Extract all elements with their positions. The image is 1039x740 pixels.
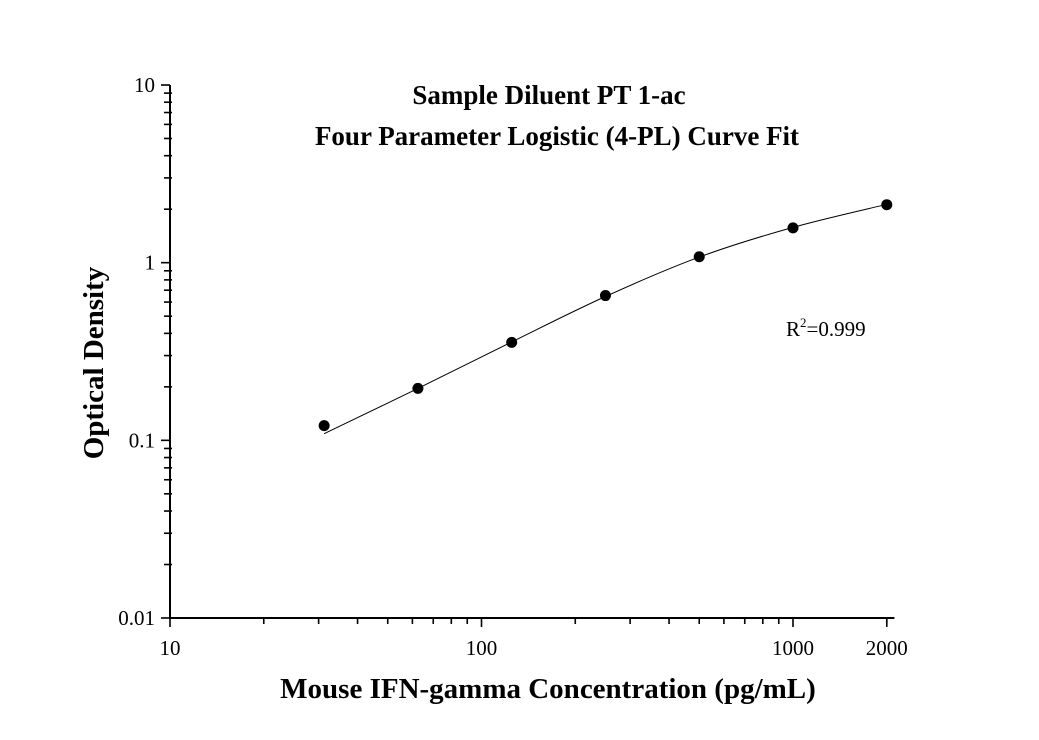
data-point — [599, 290, 611, 302]
x-tick-label: 100 — [466, 636, 498, 660]
y-tick-label: 1 — [145, 251, 156, 275]
data-point — [693, 251, 705, 263]
y-tick-label: 0.01 — [118, 606, 155, 630]
r-squared-annotation: R2=0.999 — [786, 315, 866, 341]
data-points — [318, 199, 893, 432]
x-tick-label: 2000 — [866, 636, 908, 660]
chart-title: Sample Diluent PT 1-ac — [412, 80, 685, 110]
x-tick-label: 10 — [160, 636, 181, 660]
x-axis-label: Mouse IFN-gamma Concentration (pg/mL) — [280, 673, 816, 705]
axes — [169, 85, 895, 619]
x-tick-label: 1000 — [772, 636, 814, 660]
y-axis-label: Optical Density — [78, 266, 110, 459]
y-tick-label: 0.1 — [129, 428, 155, 452]
data-point — [787, 222, 799, 234]
data-point — [506, 336, 518, 348]
ticks: 10 100 1000 2000 0.01 0.1 1 10 — [118, 73, 908, 660]
y-tick-label: 10 — [134, 73, 155, 97]
data-point — [318, 420, 330, 432]
data-point — [881, 199, 893, 211]
data-point — [412, 382, 424, 394]
chart-subtitle: Four Parameter Logistic (4-PL) Curve Fit — [315, 121, 799, 151]
